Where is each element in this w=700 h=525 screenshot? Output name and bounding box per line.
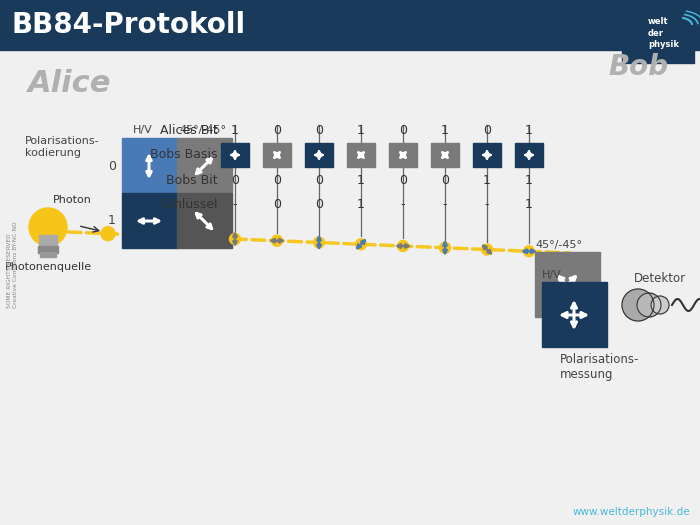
- Text: -: -: [232, 198, 237, 212]
- Bar: [177, 193, 232, 248]
- Text: SOME RIGHTS RESERVED
Creative Commons BY-NC-ND: SOME RIGHTS RESERVED Creative Commons BY…: [7, 222, 18, 308]
- Circle shape: [29, 208, 67, 246]
- Circle shape: [398, 240, 409, 251]
- Text: 1: 1: [231, 123, 239, 136]
- Circle shape: [101, 227, 115, 240]
- Text: Polarisations-
messung: Polarisations- messung: [560, 353, 639, 381]
- Text: 45°/-45°: 45°/-45°: [535, 240, 582, 250]
- Text: 0: 0: [441, 173, 449, 186]
- Text: Alices Bit: Alices Bit: [160, 123, 218, 136]
- Text: Schlüssel: Schlüssel: [160, 198, 218, 212]
- Text: H/V: H/V: [133, 125, 153, 135]
- Bar: [177, 138, 232, 193]
- Bar: [38, 246, 58, 253]
- Bar: [515, 143, 543, 167]
- Bar: [263, 143, 291, 167]
- Text: 0: 0: [315, 198, 323, 212]
- Text: 0: 0: [315, 123, 323, 136]
- Bar: [622, 5, 694, 63]
- Text: 1: 1: [525, 123, 533, 136]
- Text: Bobs Bit: Bobs Bit: [167, 173, 218, 186]
- Text: 1: 1: [525, 198, 533, 212]
- Text: www.weltderphysik.de: www.weltderphysik.de: [573, 507, 690, 517]
- Text: Bobs Basis: Bobs Basis: [150, 149, 218, 162]
- Bar: [221, 143, 249, 167]
- Circle shape: [637, 293, 661, 317]
- Bar: [0, 0, 700, 50]
- Text: 1: 1: [357, 173, 365, 186]
- Bar: [122, 138, 177, 193]
- Text: welt
der
physik: welt der physik: [648, 17, 679, 49]
- Text: 1: 1: [441, 123, 449, 136]
- Text: 0: 0: [231, 173, 239, 186]
- Circle shape: [356, 239, 367, 250]
- Circle shape: [230, 234, 241, 245]
- Text: Alice: Alice: [28, 68, 111, 98]
- Text: -: -: [484, 198, 489, 212]
- Text: 1: 1: [108, 214, 116, 226]
- Bar: [389, 143, 417, 167]
- Text: 0: 0: [399, 173, 407, 186]
- Circle shape: [440, 242, 451, 253]
- Text: -: -: [400, 198, 405, 212]
- Bar: [473, 143, 501, 167]
- Text: 0: 0: [399, 123, 407, 136]
- Circle shape: [482, 244, 493, 255]
- Bar: [122, 193, 177, 248]
- Bar: [431, 143, 459, 167]
- Text: 0: 0: [315, 173, 323, 186]
- Text: 1: 1: [483, 173, 491, 186]
- Circle shape: [272, 235, 283, 246]
- Circle shape: [524, 246, 535, 257]
- Bar: [347, 143, 375, 167]
- Text: 0: 0: [273, 173, 281, 186]
- Text: 0: 0: [108, 161, 116, 173]
- Text: H/V: H/V: [542, 270, 561, 280]
- Circle shape: [314, 237, 325, 248]
- Text: 0: 0: [483, 123, 491, 136]
- Text: -: -: [442, 198, 447, 212]
- Text: Photon: Photon: [53, 195, 92, 205]
- Text: 0: 0: [273, 123, 281, 136]
- Text: 1: 1: [357, 198, 365, 212]
- Circle shape: [651, 296, 669, 314]
- Text: 45°/-45°: 45°/-45°: [179, 125, 226, 135]
- Text: 1: 1: [357, 123, 365, 136]
- Text: 0: 0: [273, 198, 281, 212]
- Bar: [305, 143, 333, 167]
- Text: Photonenquelle: Photonenquelle: [4, 262, 92, 272]
- Bar: [40, 252, 56, 257]
- Bar: [535, 252, 600, 317]
- Bar: [39, 235, 57, 247]
- Text: 1: 1: [525, 173, 533, 186]
- Text: Polarisations-
kodierung: Polarisations- kodierung: [25, 136, 99, 158]
- Text: Detektor: Detektor: [634, 272, 686, 285]
- Text: Bob: Bob: [608, 53, 668, 81]
- Bar: [542, 282, 607, 347]
- Text: BB84-Protokoll: BB84-Protokoll: [12, 11, 246, 39]
- Circle shape: [622, 289, 654, 321]
